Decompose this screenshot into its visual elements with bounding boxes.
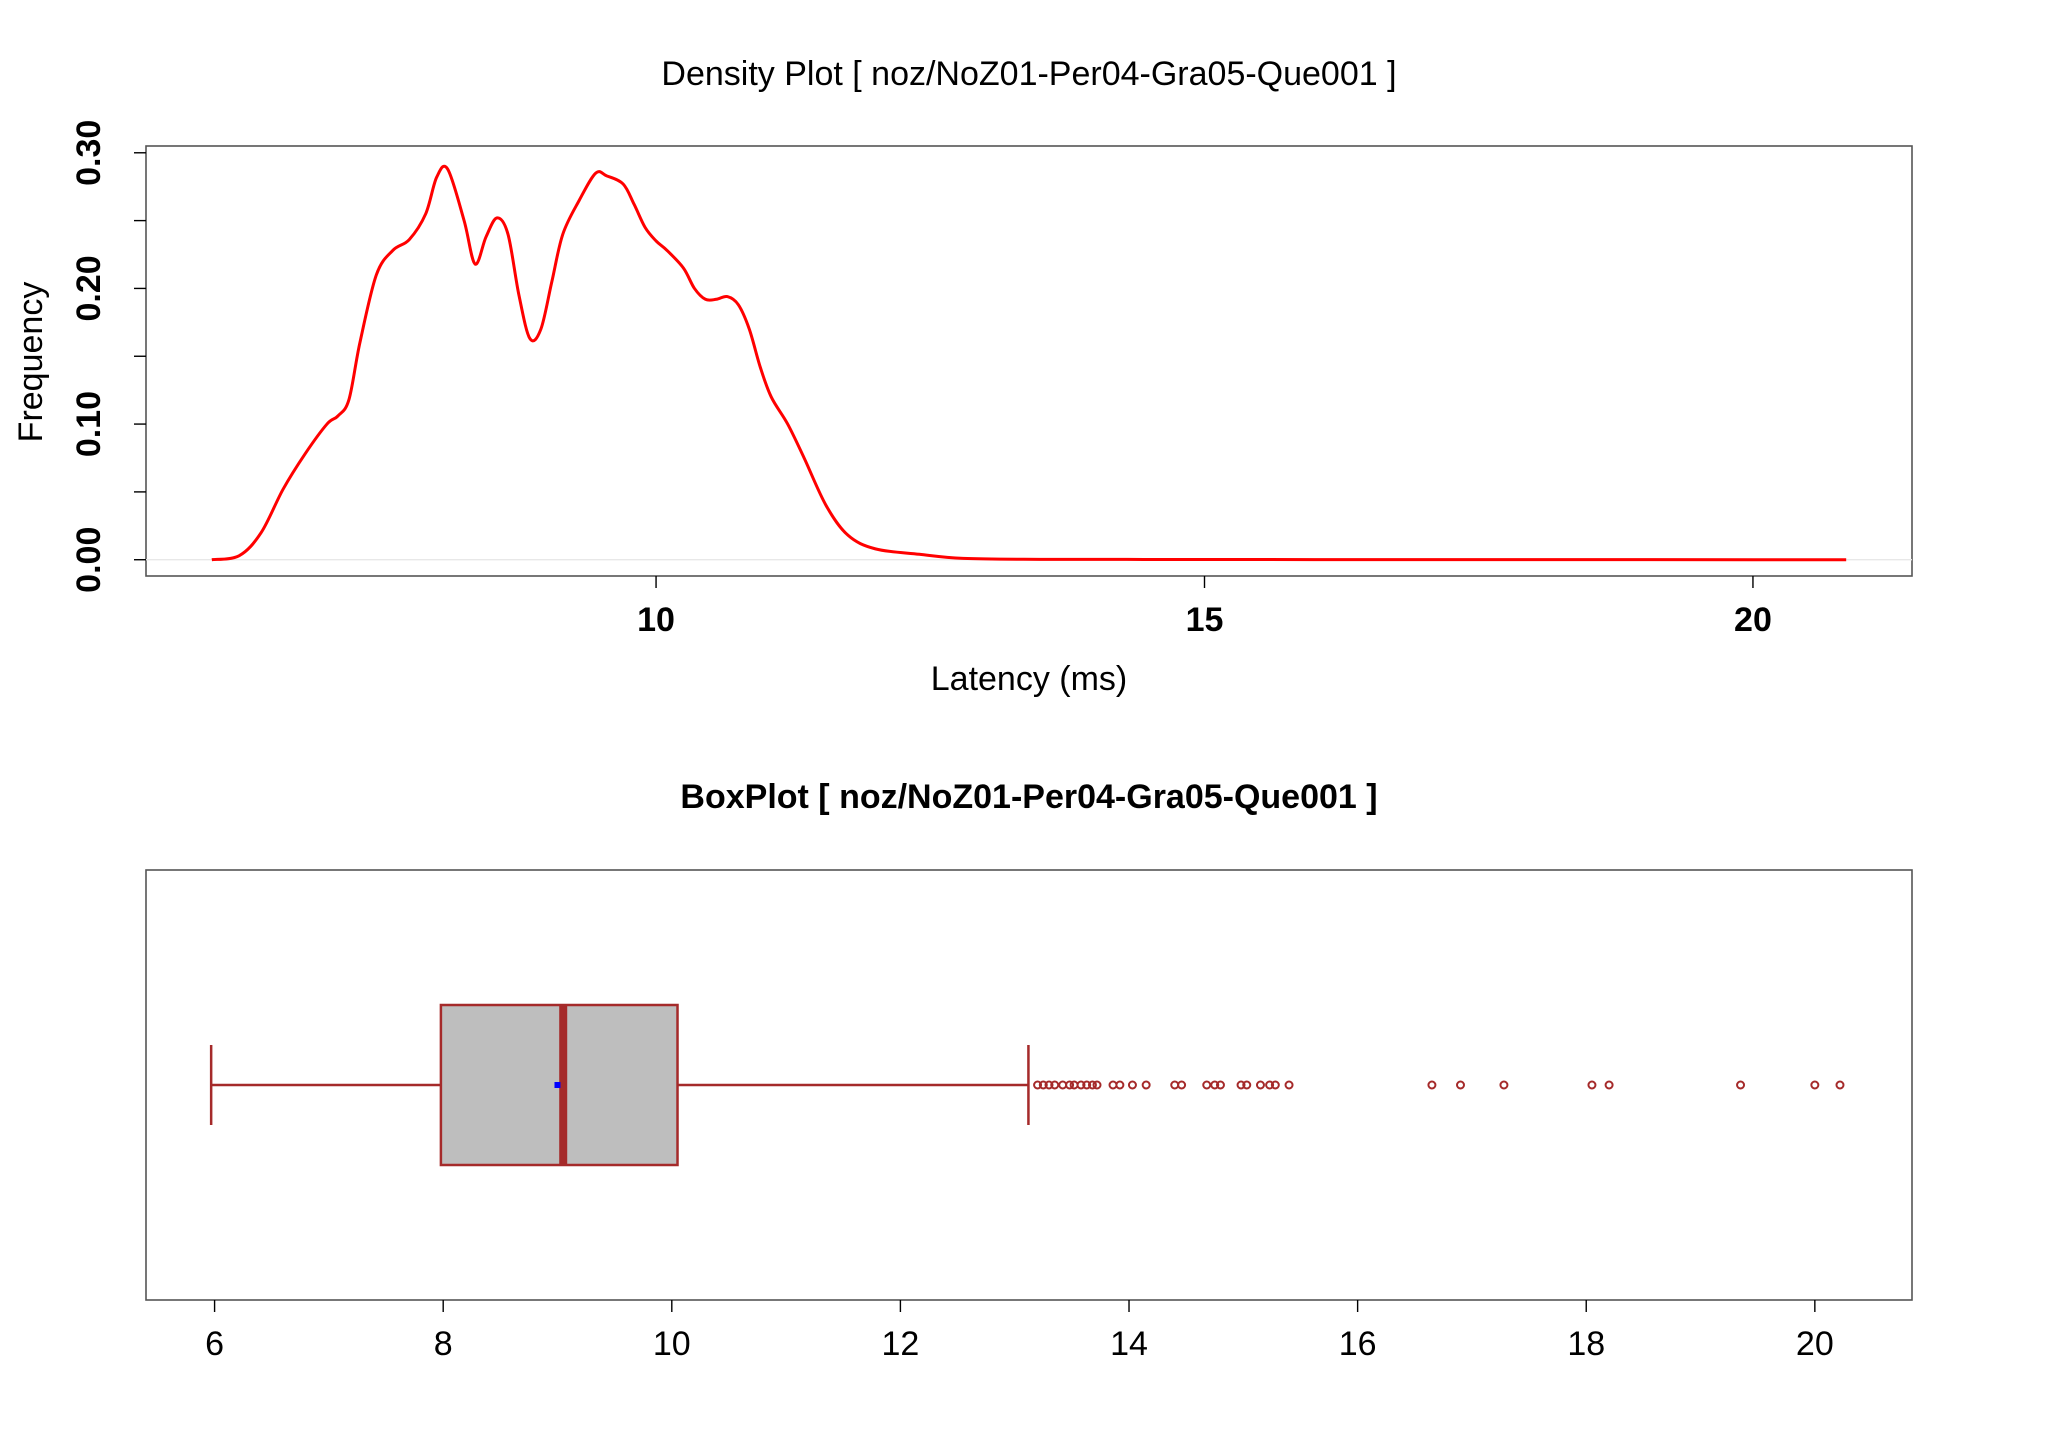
box-x-axis: 6 8 10 12 14 16 18 20 <box>205 1300 1834 1363</box>
density-y-axis-label: Frequency <box>12 282 50 443</box>
box-outliers <box>1033 1080 1845 1090</box>
outlier-point <box>1050 1080 1060 1090</box>
density-y-tick-label: 0.20 <box>70 255 108 321</box>
density-y-tick-label: 0.10 <box>70 391 108 457</box>
density-x-tick-label: 15 <box>1186 601 1224 639</box>
outlier-point <box>1810 1080 1820 1090</box>
box-x-tick-label: 12 <box>881 1325 919 1363</box>
outlier-point <box>1127 1080 1137 1090</box>
density-x-tick-label: 10 <box>637 601 675 639</box>
box-elements <box>209 1003 1030 1167</box>
outlier-point <box>1427 1080 1437 1090</box>
outlier-point <box>1202 1080 1212 1090</box>
density-curve <box>211 164 1847 562</box>
box-x-tick-label: 20 <box>1796 1325 1834 1363</box>
outlier-point <box>1587 1080 1597 1090</box>
outlier-point <box>1499 1080 1509 1090</box>
box-plot-frame <box>145 869 1913 1301</box>
box-x-tick-label: 14 <box>1110 1325 1148 1363</box>
density-x-tick-label: 20 <box>1734 601 1772 639</box>
outlier-point <box>1604 1080 1614 1090</box>
outlier-point <box>1215 1080 1225 1090</box>
box-x-tick-label: 18 <box>1567 1325 1605 1363</box>
outlier-point <box>1270 1080 1280 1090</box>
box-x-tick-label: 16 <box>1339 1325 1377 1363</box>
density-plot-frame <box>145 145 1913 577</box>
outlier-point <box>1265 1080 1275 1090</box>
density-y-tick-label: 0.30 <box>70 120 108 186</box>
box-plot: BoxPlot [ noz/NoZ01-Per04-Gra05-Que001 ]… <box>145 778 1913 1363</box>
density-plot: Density Plot [ noz/NoZ01-Per04-Gra05-Que… <box>12 55 1913 698</box>
outlier-point <box>1736 1080 1746 1090</box>
outlier-point <box>1455 1080 1465 1090</box>
outlier-point <box>1082 1080 1092 1090</box>
density-y-axis: 0.00 0.10 0.20 0.30 <box>70 120 1912 593</box>
outlier-point <box>1076 1080 1086 1090</box>
density-x-axis: 10 15 20 <box>637 576 1772 639</box>
outlier-point <box>1210 1080 1220 1090</box>
box-x-tick-label: 10 <box>653 1325 691 1363</box>
box-x-tick-label: 6 <box>205 1325 224 1363</box>
density-title: Density Plot [ noz/NoZ01-Per04-Gra05-Que… <box>661 55 1396 93</box>
outlier-point <box>1044 1080 1054 1090</box>
box-x-tick-label: 8 <box>434 1325 453 1363</box>
outlier-point <box>1033 1080 1043 1090</box>
outlier-point <box>1284 1080 1294 1090</box>
outlier-point <box>1087 1080 1097 1090</box>
mean-marker <box>554 1082 561 1088</box>
outlier-point <box>1255 1080 1265 1090</box>
outlier-point <box>1177 1080 1187 1090</box>
outlier-point <box>1141 1080 1151 1090</box>
outlier-point <box>1236 1080 1246 1090</box>
outlier-point <box>1038 1080 1048 1090</box>
outlier-point <box>1242 1080 1252 1090</box>
outlier-point <box>1065 1080 1075 1090</box>
box-plot-title: BoxPlot [ noz/NoZ01-Per04-Gra05-Que001 ] <box>680 778 1377 816</box>
outlier-point <box>1835 1080 1845 1090</box>
outlier-point <box>1115 1080 1125 1090</box>
density-x-axis-label: Latency (ms) <box>931 660 1128 698</box>
density-y-tick-label: 0.00 <box>70 527 108 593</box>
outlier-point <box>1092 1080 1102 1090</box>
